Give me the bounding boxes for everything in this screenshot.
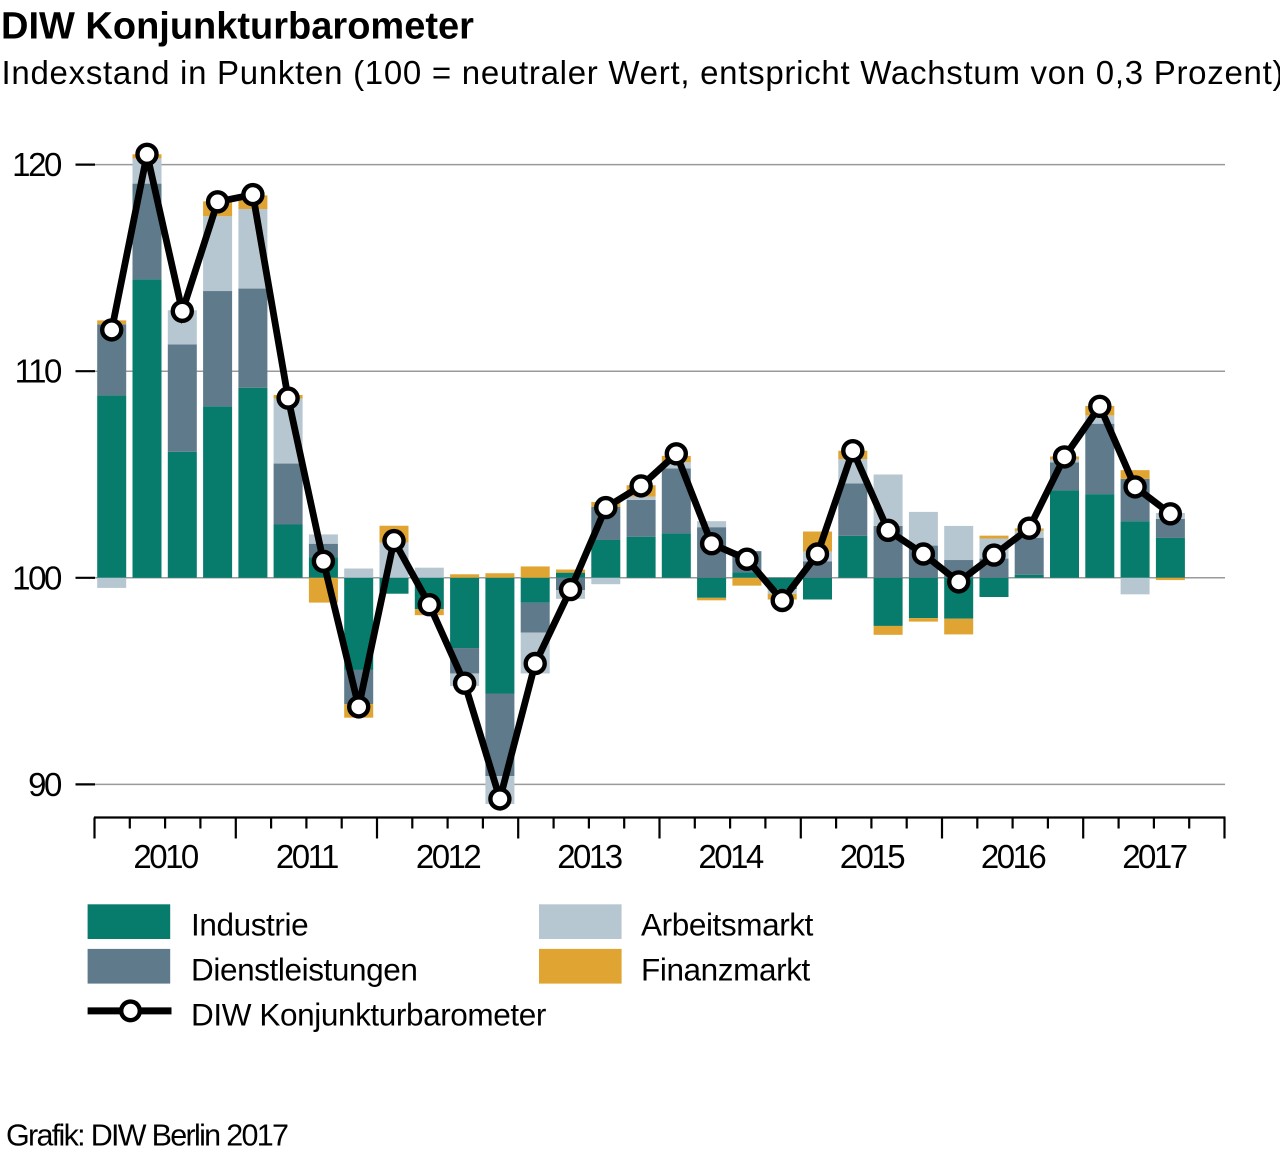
svg-text:2013: 2013: [557, 838, 622, 875]
svg-text:Industrie: Industrie: [191, 907, 308, 943]
svg-text:100: 100: [12, 559, 62, 596]
svg-text:2011: 2011: [276, 838, 338, 875]
svg-text:110: 110: [15, 353, 62, 390]
svg-text:2010: 2010: [133, 838, 199, 875]
svg-text:Indexstand in Punkten (100 = n: Indexstand in Punkten (100 = neutraler W…: [2, 54, 1280, 91]
svg-text:90: 90: [28, 766, 62, 803]
svg-text:Arbeitsmarkt: Arbeitsmarkt: [641, 907, 814, 943]
svg-text:2012: 2012: [416, 838, 481, 875]
svg-text:Finanzmarkt: Finanzmarkt: [641, 952, 811, 988]
svg-text:Dienstleistungen: Dienstleistungen: [191, 952, 418, 988]
svg-text:120: 120: [12, 146, 62, 183]
svg-text:DIW Konjunkturbarometer: DIW Konjunkturbarometer: [1, 6, 474, 48]
svg-text:2017: 2017: [1122, 838, 1187, 875]
svg-text:DIW Konjunkturbarometer: DIW Konjunkturbarometer: [191, 997, 546, 1033]
svg-text:Grafik: DIW Berlin 2017: Grafik: DIW Berlin 2017: [6, 1119, 288, 1153]
svg-text:2014: 2014: [698, 838, 764, 875]
svg-text:2016: 2016: [981, 838, 1046, 875]
svg-text:2015: 2015: [840, 838, 905, 875]
